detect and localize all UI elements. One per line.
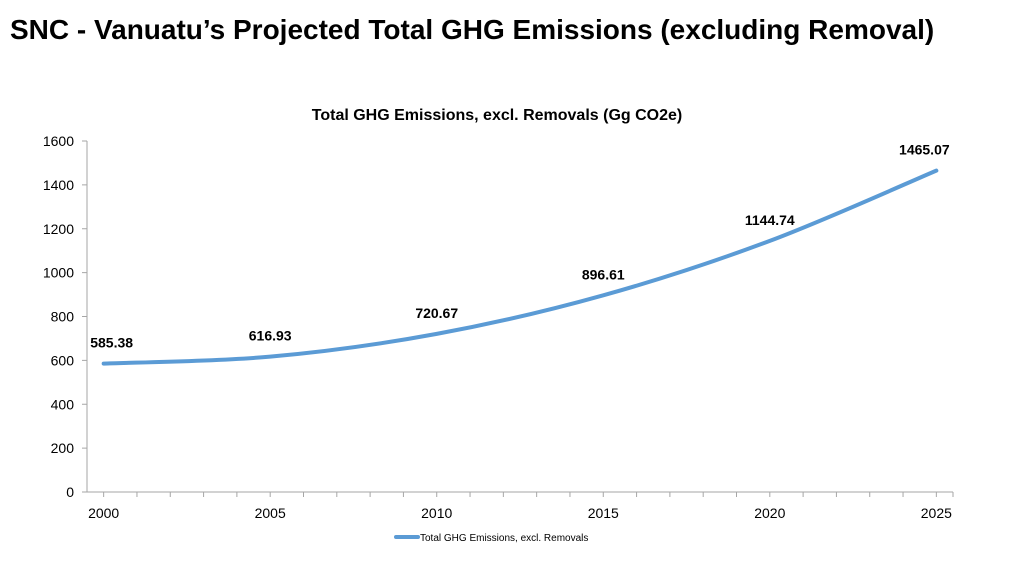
y-tick-label: 800 bbox=[51, 309, 75, 325]
y-tick-label: 600 bbox=[51, 352, 75, 368]
x-tick-label: 2000 bbox=[88, 505, 119, 521]
data-point bbox=[934, 169, 938, 173]
data-label: 585.38 bbox=[90, 335, 133, 351]
y-tick-label: 0 bbox=[66, 484, 74, 500]
y-axis-ticks: 0 200 400 600 800 1000 1200 1400 1600 bbox=[43, 133, 87, 500]
data-label: 720.67 bbox=[415, 305, 458, 321]
y-tick-label: 1200 bbox=[43, 221, 74, 237]
data-point bbox=[268, 355, 272, 359]
series-line bbox=[101, 168, 939, 366]
series-layer bbox=[101, 168, 939, 366]
data-label: 616.93 bbox=[249, 328, 292, 344]
slide-title: SNC - Vanuatu’s Projected Total GHG Emis… bbox=[10, 14, 935, 45]
x-tick-label: 2015 bbox=[588, 505, 619, 521]
data-point bbox=[601, 293, 605, 297]
data-labels: 585.38 616.93 720.67 896.61 1144.74 1465.07 bbox=[90, 142, 950, 351]
data-point bbox=[435, 332, 439, 336]
legend: Total GHG Emissions, excl. Removals bbox=[394, 533, 588, 544]
data-label: 1144.74 bbox=[745, 212, 795, 228]
x-tick-label: 2020 bbox=[754, 505, 785, 521]
x-tick-label: 2005 bbox=[255, 505, 286, 521]
x-tick-label: 2010 bbox=[421, 505, 452, 521]
data-label: 896.61 bbox=[582, 266, 625, 282]
data-point bbox=[768, 239, 772, 243]
x-axis-ticks: 2000 2005 2010 2015 2020 2025 bbox=[88, 492, 954, 521]
y-tick-label: 1400 bbox=[43, 177, 74, 193]
y-tick-label: 1600 bbox=[43, 133, 74, 149]
y-tick-label: 200 bbox=[51, 440, 75, 456]
y-tick-label: 400 bbox=[51, 396, 75, 412]
y-tick-label: 1000 bbox=[43, 265, 74, 281]
data-point bbox=[102, 362, 106, 366]
chart-title: Total GHG Emissions, excl. Removals (Gg … bbox=[312, 107, 682, 124]
data-label: 1465.07 bbox=[899, 142, 950, 158]
x-tick-label: 2025 bbox=[921, 505, 952, 521]
legend-label: Total GHG Emissions, excl. Removals bbox=[420, 533, 588, 544]
